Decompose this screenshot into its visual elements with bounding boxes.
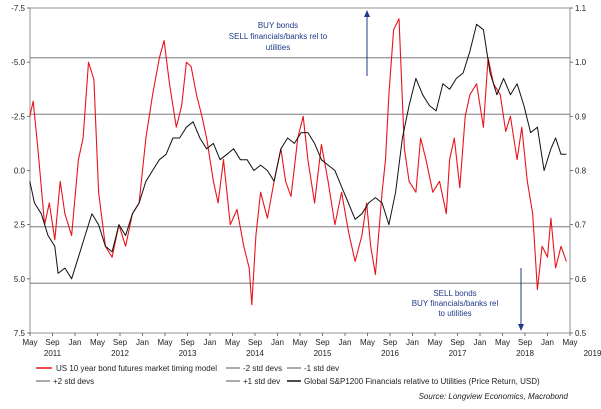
left-tick-label: -7.5	[11, 4, 25, 13]
x-year-label: 2016	[381, 349, 399, 358]
sell-annotation-line-3: to utilities	[438, 309, 471, 318]
x-tick-label: Sep	[248, 338, 263, 347]
x-tick-label: May	[562, 338, 577, 347]
x-tick-label: May	[157, 338, 172, 347]
x-tick-label: Jan	[541, 338, 554, 347]
legend-label-minus-2-std: -2 std devs	[243, 364, 282, 373]
right-tick-label: 1.1	[575, 4, 587, 13]
legend-item-minus-2-std: -2 std devs	[226, 364, 282, 373]
legend-label-minus-1-std: -1 std dev	[304, 364, 339, 373]
x-tick-label: May	[360, 338, 375, 347]
right-tick-label: 0.8	[575, 167, 587, 176]
legend-label-plus-2-std: +2 std devs	[53, 377, 94, 386]
x-tick-label: Sep	[315, 338, 330, 347]
legend-label-bond-model: US 10 year bond futures market timing mo…	[56, 364, 217, 373]
x-tick-label: May	[225, 338, 240, 347]
x-tick-label: Jan	[136, 338, 149, 347]
left-tick-label: -5.0	[11, 58, 25, 67]
x-tick-label: May	[427, 338, 442, 347]
right-tick-label: 0.5	[575, 329, 587, 338]
buy-annotation: BUY bonds SELL financials/banks rel to u…	[229, 10, 370, 76]
sell-arrowhead-icon	[518, 324, 524, 331]
x-tick-label: May	[90, 338, 105, 347]
x-year-label: 2017	[449, 349, 467, 358]
left-tick-label: 5.0	[14, 275, 26, 284]
x-tick-label: Sep	[180, 338, 195, 347]
series-layer	[29, 18, 567, 306]
left-tick-label: 0.0	[14, 167, 26, 176]
x-tick-label: Jan	[271, 338, 284, 347]
x-tick-label: May	[495, 338, 510, 347]
x-year-label: 2018	[516, 349, 534, 358]
right-tick-label: 0.9	[575, 112, 587, 121]
x-year-label: 2013	[179, 349, 197, 358]
x-tick-label: Sep	[383, 338, 398, 347]
x-axis: May Sep Jan May Sep Jan May Sep Jan May Sep Jan May S…	[22, 333, 601, 358]
buy-annotation-line-1: BUY bonds	[258, 21, 298, 30]
sell-annotation: SELL bonds BUY financials/banks rel to u…	[412, 268, 524, 331]
x-tick-label: Sep	[45, 338, 60, 347]
legend-item-financials-vs-utilities: Global S&P1200 Financials relative to Ut…	[287, 377, 540, 386]
x-tick-label: Jan	[339, 338, 352, 347]
x-tick-label: Sep	[113, 338, 128, 347]
buy-annotation-line-2: SELL financials/banks rel to	[229, 32, 328, 41]
x-year-label: 2015	[314, 349, 332, 358]
buy-arrowhead-icon	[364, 10, 370, 17]
legend-item-minus-1-std: -1 std dev	[287, 364, 339, 373]
legend: US 10 year bond futures market timing mo…	[36, 364, 540, 386]
left-tick-label: 2.5	[14, 221, 26, 230]
sell-annotation-line-1: SELL bonds	[433, 289, 476, 298]
left-tick-label: 7.5	[14, 329, 26, 338]
left-tick-label: -2.5	[11, 112, 25, 121]
left-axis: -7.5 -5.0 -2.5 0.0 2.5 5.0 7.5	[11, 4, 30, 338]
series-financials-utilities-line	[29, 23, 567, 280]
x-tick-label: Sep	[450, 338, 465, 347]
right-tick-label: 0.7	[575, 221, 587, 230]
sell-annotation-line-2: BUY financials/banks rel	[412, 299, 499, 308]
x-tick-label: Jan	[204, 338, 217, 347]
x-tick-label: May	[292, 338, 307, 347]
legend-label-plus-1-std: +1 std dev	[243, 377, 280, 386]
x-tick-label: May	[22, 338, 37, 347]
x-tick-label: Jan	[406, 338, 419, 347]
right-axis: 0.5 0.6 0.7 0.8 0.9 1.0 1.1	[570, 4, 587, 338]
right-tick-label: 0.6	[575, 275, 587, 284]
x-tick-label: Sep	[518, 338, 533, 347]
legend-item-bond-model: US 10 year bond futures market timing mo…	[36, 364, 217, 373]
x-tick-label: Jan	[69, 338, 82, 347]
x-tick-label: Jan	[474, 338, 487, 347]
legend-item-plus-1-std: +1 std dev	[226, 377, 280, 386]
source-note: Source: Longview Economics, Macrobond	[419, 392, 569, 401]
legend-label-financials-vs-utilities: Global S&P1200 Financials relative to Ut…	[304, 377, 540, 386]
x-year-label: 2011	[44, 349, 62, 358]
buy-annotation-line-3: utilities	[266, 43, 290, 52]
x-year-label: 2014	[246, 349, 264, 358]
x-year-label: 2012	[111, 349, 129, 358]
right-tick-label: 1.0	[575, 58, 587, 67]
legend-item-plus-2-std: +2 std devs	[36, 377, 94, 386]
x-year-label: 2019	[584, 349, 601, 358]
